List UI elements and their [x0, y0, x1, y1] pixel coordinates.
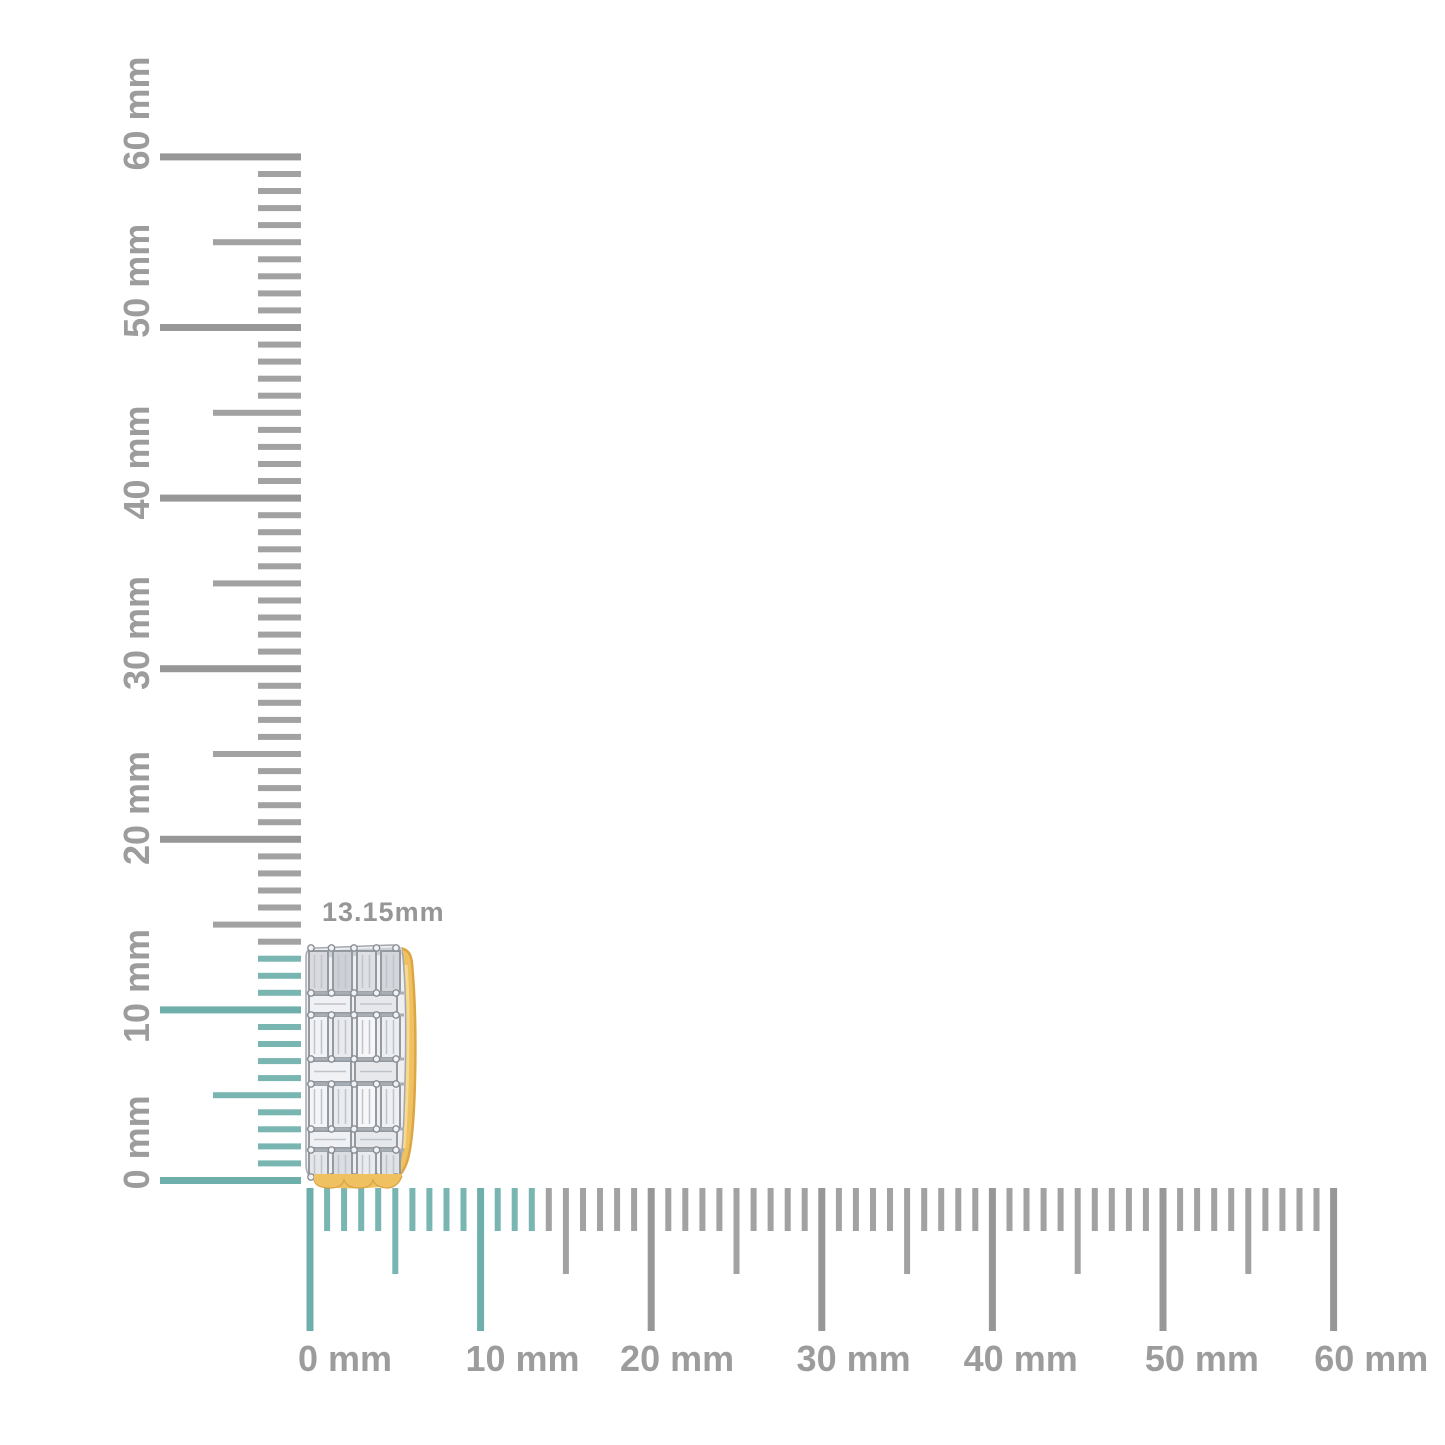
svg-text:60 mm: 60 mm — [116, 56, 157, 170]
svg-text:10 mm: 10 mm — [465, 1338, 579, 1379]
svg-text:20 mm: 20 mm — [116, 751, 157, 865]
svg-text:0 mm: 0 mm — [116, 1095, 157, 1189]
svg-text:20 mm: 20 mm — [620, 1338, 734, 1379]
svg-text:13.15mm: 13.15mm — [322, 897, 445, 927]
svg-text:30 mm: 30 mm — [116, 576, 157, 690]
svg-text:0 mm: 0 mm — [298, 1338, 392, 1379]
svg-text:40 mm: 40 mm — [964, 1338, 1078, 1379]
svg-text:50 mm: 50 mm — [1145, 1338, 1259, 1379]
svg-text:50 mm: 50 mm — [116, 224, 157, 338]
svg-text:10 mm: 10 mm — [116, 929, 157, 1043]
svg-text:40 mm: 40 mm — [116, 405, 157, 519]
svg-text:30 mm: 30 mm — [797, 1338, 911, 1379]
svg-text:60 mm: 60 mm — [1314, 1338, 1428, 1379]
